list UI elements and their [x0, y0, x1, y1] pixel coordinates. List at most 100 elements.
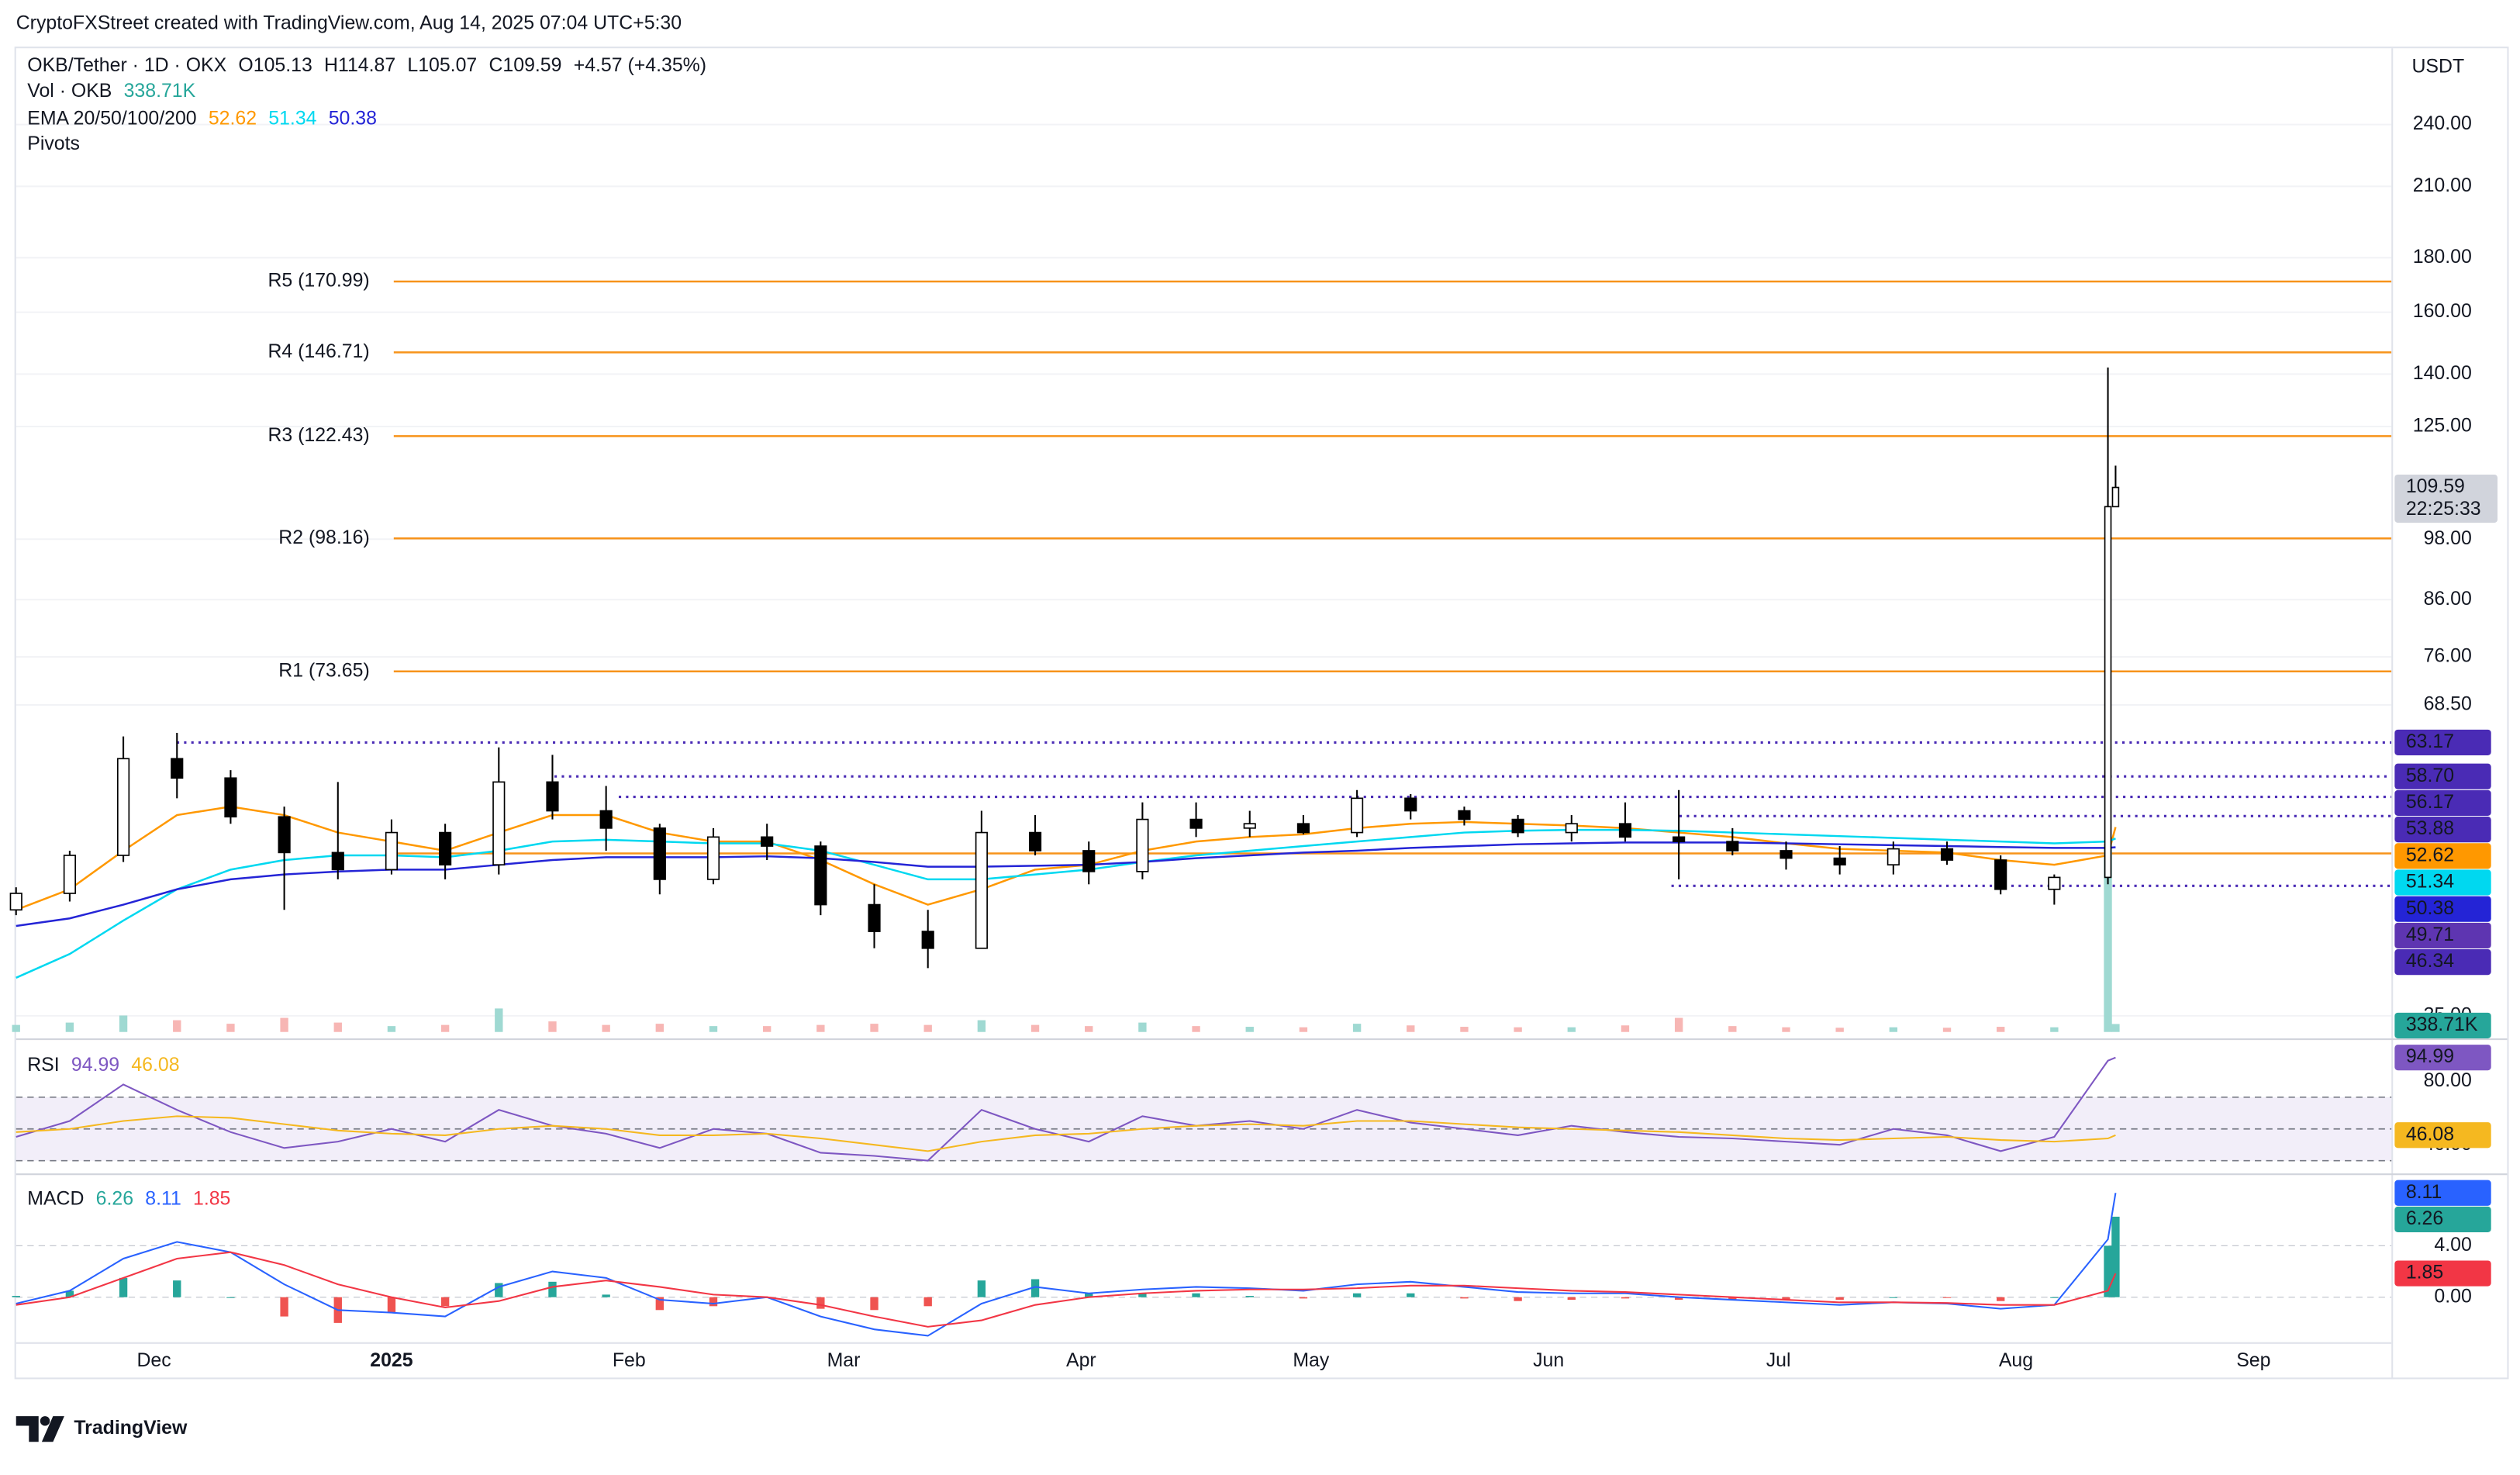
- candle-body: [439, 831, 452, 865]
- axis-badge-label: 63.17: [2406, 731, 2454, 752]
- axis-badge-label: 58.70: [2406, 765, 2454, 786]
- volume-bar: [1138, 1022, 1147, 1032]
- volume-bar: [870, 1024, 879, 1032]
- ohlc-letter: L: [407, 54, 418, 76]
- volume-bar: [762, 1026, 772, 1032]
- symbol: OKB/Tether · 1D · OKX: [27, 54, 226, 76]
- volume-bar: [602, 1024, 610, 1032]
- macd-histogram-bar: [387, 1297, 396, 1313]
- macd-value: 8.11: [145, 1187, 181, 1209]
- candle-body: [1780, 850, 1793, 859]
- candle-body: [1833, 857, 1846, 865]
- volume-bar: [1835, 1028, 1844, 1032]
- macd-histogram-bar: [1514, 1297, 1522, 1301]
- pivot-label: R5 (170.99): [268, 270, 369, 292]
- candle-body: [1028, 831, 1042, 851]
- candle-body: [653, 827, 666, 880]
- macd-hist-value: 6.26: [96, 1187, 133, 1209]
- volume-bar: [280, 1017, 288, 1032]
- candle-body: [1351, 797, 1364, 834]
- macd-histogram-bar: [1782, 1297, 1790, 1301]
- macd-histogram-bar: [12, 1296, 20, 1297]
- volume-bar: [1997, 1027, 2005, 1032]
- candle-body: [1136, 818, 1149, 872]
- macd-histogram-bar: [2104, 1245, 2112, 1297]
- axis-badge-label: 6.26: [2406, 1207, 2443, 1229]
- candle-body: [1189, 818, 1203, 829]
- ohlc-letter: O: [238, 54, 253, 76]
- volume-bar: [119, 1015, 128, 1032]
- macd-histogram-bar: [65, 1290, 74, 1297]
- legend-rsi: RSI 94.99 46.08: [27, 1054, 179, 1076]
- legend-macd: MACD 6.26 8.11 1.85: [27, 1187, 230, 1209]
- macd-histogram-bar: [709, 1297, 718, 1307]
- pivot-label: R4 (146.71): [268, 340, 369, 362]
- volume-bar: [333, 1022, 342, 1032]
- candle-body: [975, 831, 988, 949]
- rsi-line: [16, 1115, 2116, 1152]
- candle-body: [224, 777, 237, 818]
- macd-histogram-bar: [280, 1297, 288, 1317]
- rsi-value: 94.99: [71, 1054, 119, 1076]
- candle-body: [868, 903, 881, 932]
- candle-body: [116, 758, 130, 856]
- pivot-label: R3 (122.43): [268, 424, 369, 446]
- candle-body: [1511, 818, 1524, 834]
- macd-histogram-bar: [1352, 1293, 1362, 1297]
- axis-badge: [2394, 729, 2491, 755]
- x-tick-label: May: [1293, 1349, 1330, 1371]
- volume-bar: [440, 1024, 450, 1032]
- volume-name: Vol · OKB: [27, 80, 112, 102]
- macd-histogram-bar: [1407, 1293, 1415, 1297]
- volume-bar: [977, 1020, 986, 1032]
- macd-histogram-bar: [1621, 1297, 1630, 1299]
- macd-histogram-bar: [1674, 1297, 1683, 1301]
- y-tick-label: 160.00: [2413, 300, 2472, 322]
- macd-histogram-bar: [2111, 1216, 2120, 1297]
- volume-bar: [1514, 1027, 1522, 1032]
- candle-body: [1940, 848, 1954, 861]
- axis-badge-label: 56.17: [2406, 791, 2454, 813]
- macd-histogram-bar: [816, 1297, 825, 1309]
- candle-body: [1994, 859, 2007, 890]
- candle-body: [331, 851, 344, 871]
- ohlc-value: 114.87: [338, 54, 395, 76]
- volume-bar: [1942, 1028, 1952, 1032]
- axis-badge: [2394, 922, 2491, 948]
- macd-line: [16, 1193, 2117, 1337]
- candle-body: [814, 845, 827, 906]
- ema-value: 50.38: [329, 107, 377, 129]
- macd-histogram-bar: [1997, 1297, 2005, 1301]
- volume-bar: [1299, 1027, 1308, 1032]
- axis-badge: [2394, 1206, 2491, 1233]
- ema-name: EMA 20/50/100/200: [27, 107, 196, 129]
- x-tick-label: Apr: [1066, 1349, 1096, 1371]
- volume-bar: [1782, 1027, 1790, 1032]
- volume-bar: [1728, 1026, 1737, 1032]
- candle-body: [921, 931, 934, 949]
- ohlc-value: 109.59: [502, 54, 561, 76]
- y-tick-label: 0.00: [2434, 1285, 2471, 1307]
- axis-badge-label: 53.88: [2406, 817, 2454, 839]
- candle-body: [171, 758, 184, 779]
- volume-bar: [495, 1008, 503, 1032]
- volume-bar: [1621, 1025, 1630, 1032]
- axis-badge-label: 46.08: [2406, 1123, 2454, 1145]
- price-badge-label: 109.59: [2406, 475, 2465, 497]
- logo: [16, 1416, 64, 1442]
- axis-badge-label: 51.34: [2406, 871, 2454, 893]
- macd-histogram-bar: [655, 1297, 665, 1311]
- axis-badge: [2394, 1122, 2491, 1149]
- volume-bar: [1192, 1026, 1200, 1032]
- macd-histogram-bar: [173, 1280, 181, 1297]
- macd-histogram-bar: [1728, 1297, 1737, 1301]
- axis-badge-label: 8.11: [2406, 1181, 2442, 1203]
- axis-badge: [2394, 1012, 2491, 1039]
- volume-bar: [226, 1024, 235, 1032]
- macd-line: [16, 1251, 2117, 1328]
- y-tick-label: 98.00: [2424, 527, 2472, 549]
- legend-volume: Vol · OKB 338.71K: [27, 80, 195, 102]
- candle-body: [599, 810, 613, 829]
